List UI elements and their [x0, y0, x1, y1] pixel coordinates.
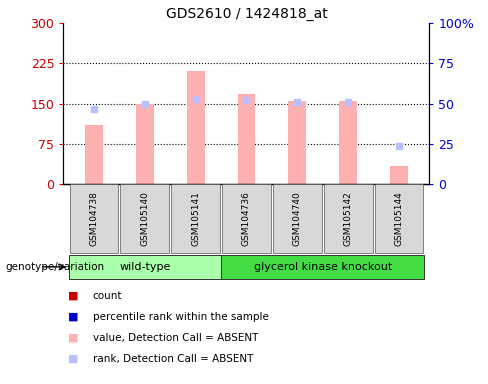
Title: GDS2610 / 1424818_at: GDS2610 / 1424818_at — [165, 7, 327, 21]
Text: genotype/variation: genotype/variation — [5, 262, 104, 272]
Text: ■: ■ — [68, 333, 79, 343]
Bar — [273, 184, 322, 253]
Bar — [69, 184, 118, 253]
Bar — [238, 94, 255, 184]
Bar — [187, 71, 204, 184]
Text: GSM104740: GSM104740 — [293, 192, 302, 246]
Text: GSM105140: GSM105140 — [140, 192, 149, 246]
Text: ■: ■ — [68, 312, 79, 322]
Text: glycerol kinase knockout: glycerol kinase knockout — [254, 262, 392, 272]
Bar — [339, 101, 357, 184]
Text: GSM104736: GSM104736 — [242, 192, 251, 246]
Bar — [85, 125, 103, 184]
Text: GSM104738: GSM104738 — [89, 192, 99, 246]
Bar — [390, 166, 408, 184]
Bar — [375, 184, 424, 253]
Bar — [222, 184, 271, 253]
Text: GSM105144: GSM105144 — [394, 192, 404, 246]
Bar — [324, 184, 372, 253]
Text: percentile rank within the sample: percentile rank within the sample — [93, 312, 268, 322]
Text: value, Detection Call = ABSENT: value, Detection Call = ABSENT — [93, 333, 258, 343]
Bar — [171, 184, 220, 253]
Bar — [121, 184, 169, 253]
Text: wild-type: wild-type — [119, 262, 170, 272]
Text: count: count — [93, 291, 122, 301]
Bar — [68, 255, 221, 279]
Text: GSM105141: GSM105141 — [191, 192, 200, 246]
Bar — [221, 255, 425, 279]
Text: ■: ■ — [68, 291, 79, 301]
Text: GSM105142: GSM105142 — [344, 192, 353, 246]
Text: rank, Detection Call = ABSENT: rank, Detection Call = ABSENT — [93, 354, 253, 364]
Bar — [136, 104, 154, 184]
Bar — [288, 101, 306, 184]
Text: ■: ■ — [68, 354, 79, 364]
